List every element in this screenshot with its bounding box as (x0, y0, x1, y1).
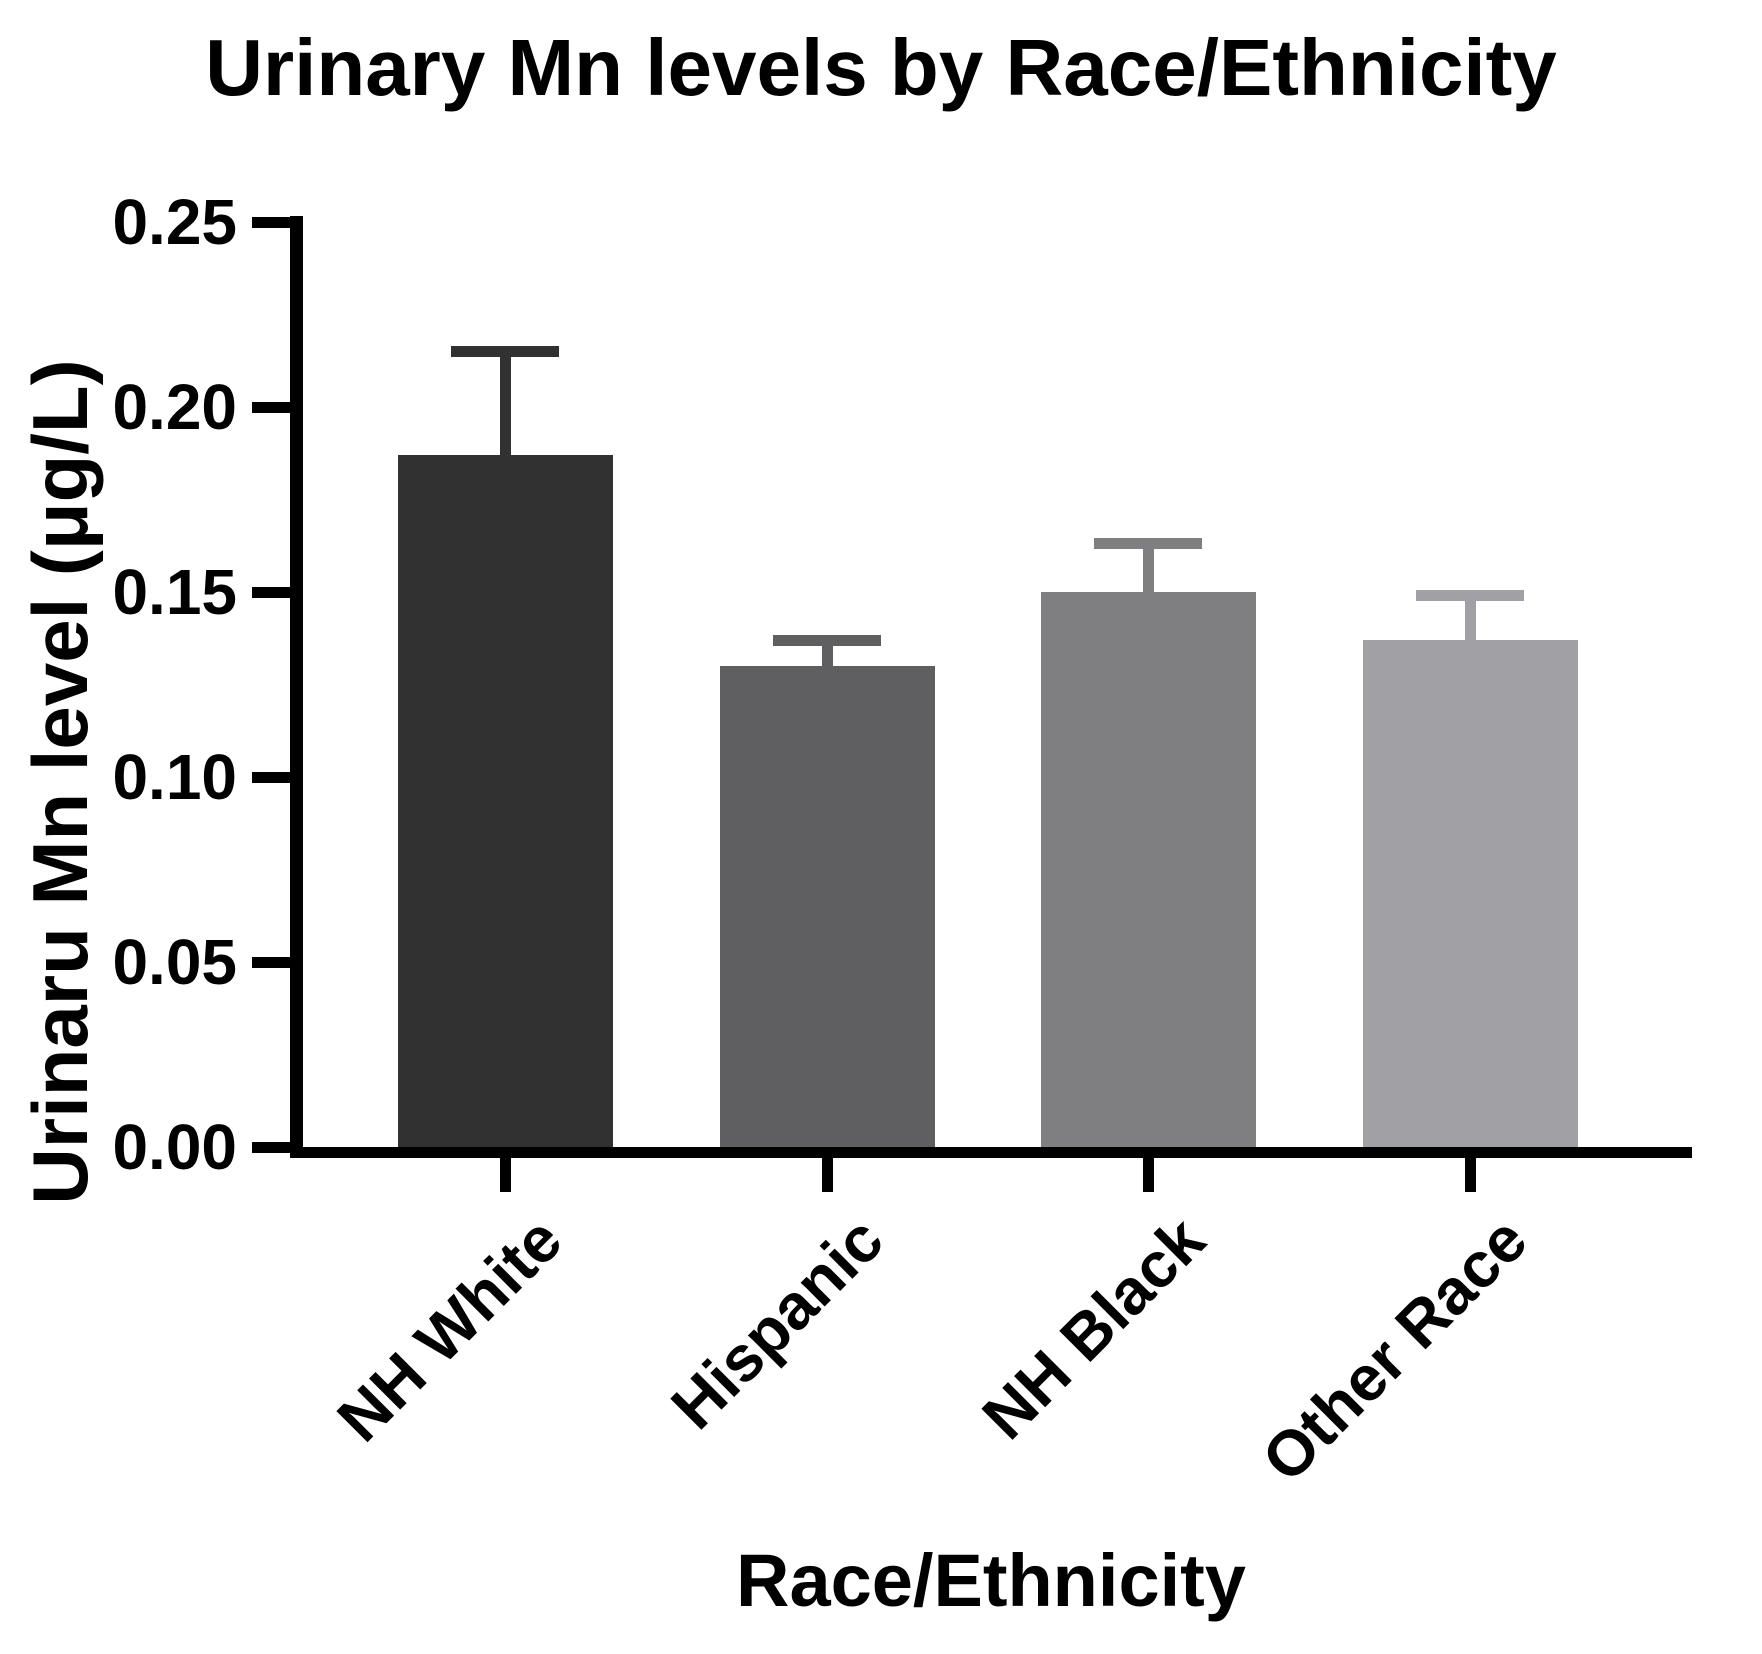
y-axis-tick (252, 771, 290, 783)
y-axis-tick (252, 216, 290, 228)
y-tick-label: 0.10 (112, 741, 237, 813)
y-tick-label: 0.20 (112, 371, 237, 443)
x-axis-line (290, 1147, 1692, 1158)
y-tick-label: 0.05 (112, 926, 237, 998)
x-axis-tick (499, 1158, 511, 1192)
x-tick-label: NH White (323, 1203, 576, 1456)
bar (1040, 592, 1256, 1147)
x-axis-tick (1142, 1158, 1154, 1192)
chart-title: Urinary Mn levels by Race/Ethnicity (205, 23, 1557, 112)
x-tick-label: Hispanic (657, 1203, 898, 1443)
x-axis-tick (1464, 1158, 1476, 1192)
x-axis-title: Race/Ethnicity (736, 1539, 1246, 1622)
error-bar-stem (499, 351, 511, 456)
x-tick-label: Other Race (1247, 1203, 1541, 1496)
y-axis-tick (252, 956, 290, 968)
bar (1362, 640, 1578, 1147)
bar (719, 666, 935, 1147)
error-bar-cap (451, 346, 559, 357)
y-tick-label: 0.15 (112, 556, 237, 628)
y-axis-line (290, 216, 303, 1158)
error-bar-stem (1464, 595, 1476, 641)
y-tick-label: 0.00 (112, 1111, 237, 1183)
y-axis-tick (252, 401, 290, 413)
y-axis-tick (252, 1141, 290, 1153)
y-tick-label: 0.25 (112, 186, 237, 258)
y-axis-tick (252, 586, 290, 598)
x-tick-label: NH Black (968, 1203, 1219, 1453)
error-bar-cap (1416, 590, 1524, 602)
error-bar-cap (773, 634, 881, 646)
x-axis-tick (821, 1158, 833, 1192)
error-bar-cap (1094, 538, 1202, 550)
error-bar-stem (821, 640, 833, 666)
bar (397, 455, 613, 1147)
error-bar-stem (1142, 543, 1154, 592)
